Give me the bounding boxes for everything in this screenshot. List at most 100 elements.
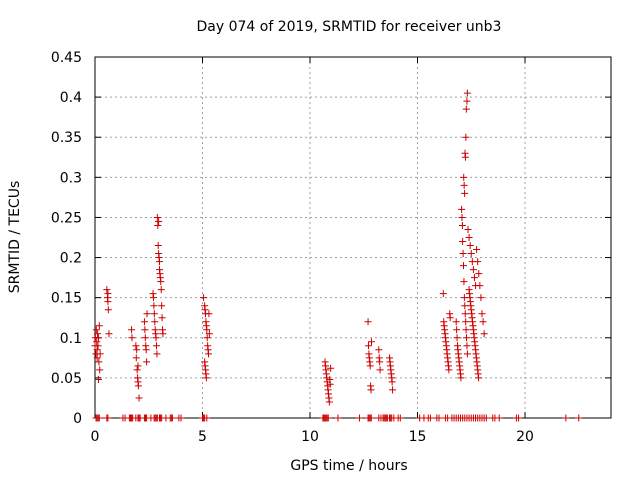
data-point (154, 242, 162, 250)
data-point (475, 270, 483, 278)
data-point (459, 250, 467, 258)
data-point (475, 374, 483, 382)
data-point (460, 278, 468, 286)
grid-lines (95, 57, 611, 418)
y-tick-label: 0.1 (60, 331, 82, 347)
data-point (470, 274, 478, 282)
data-point (132, 342, 140, 350)
y-tick-label: 0.35 (51, 130, 82, 146)
data-point (461, 189, 469, 197)
data-point (94, 375, 102, 383)
data-point (156, 258, 163, 266)
data-point (95, 358, 103, 366)
data-point (462, 105, 470, 113)
data-point (128, 334, 136, 342)
data-point (325, 398, 333, 406)
data-point (149, 294, 157, 302)
data-point (134, 382, 142, 390)
x-tick-label: 10 (301, 429, 319, 445)
data-point (479, 318, 487, 326)
data-point (460, 173, 468, 181)
data-point (93, 354, 101, 362)
data-point (326, 380, 334, 388)
data-point (143, 310, 151, 318)
data-point (439, 290, 447, 298)
x-tick-label: 0 (91, 429, 100, 445)
data-point-zero (495, 414, 503, 422)
data-point (480, 330, 488, 338)
data-point-zero (334, 414, 342, 422)
data-point (453, 334, 461, 342)
data-point (463, 97, 471, 105)
y-tick-label: 0.15 (51, 291, 82, 307)
data-point (460, 262, 468, 270)
data-point (154, 221, 162, 229)
data-point (327, 364, 335, 372)
data-point (93, 346, 101, 354)
data-point (465, 234, 473, 241)
data-point (94, 334, 102, 342)
data-points (91, 89, 488, 406)
data-point-zero (515, 414, 523, 422)
data-point (364, 318, 372, 326)
data-point-zero (177, 414, 185, 422)
data-point (205, 350, 213, 358)
zero-data-points (92, 414, 583, 422)
data-point (103, 286, 111, 294)
y-tick-label: 0.4 (60, 90, 82, 106)
data-point (140, 318, 148, 326)
data-point-zero (562, 414, 570, 422)
chart-title: Day 074 of 2019, SRMTID for receiver unb… (197, 19, 502, 35)
data-point (366, 362, 374, 370)
data-point-zero (355, 414, 363, 422)
data-point (142, 346, 150, 354)
data-point (458, 213, 466, 221)
y-tick-label: 0.05 (51, 371, 82, 387)
data-point (463, 89, 471, 97)
data-point (445, 366, 453, 374)
data-point-zero (396, 414, 404, 422)
x-tick-label: 5 (198, 429, 207, 445)
data-point (457, 374, 465, 382)
data-point-zero (168, 414, 176, 422)
data-point (150, 302, 158, 310)
data-point (463, 334, 471, 342)
data-point (141, 326, 149, 334)
data-point (143, 358, 151, 366)
data-point (460, 181, 468, 189)
data-point (375, 346, 383, 354)
data-point (446, 314, 454, 322)
data-point (461, 302, 469, 310)
x-tick-label: 20 (516, 429, 534, 445)
data-point (156, 266, 163, 274)
data-point (473, 246, 481, 254)
y-tick-label: 0.45 (51, 50, 82, 66)
data-point (453, 326, 461, 334)
data-point (200, 294, 208, 302)
data-point (463, 342, 471, 350)
data-point (469, 266, 477, 274)
data-point (152, 334, 160, 342)
data-point (151, 318, 159, 326)
y-tick-label: 0.25 (51, 210, 82, 226)
data-point-zero (203, 414, 211, 422)
data-point-zero (367, 414, 375, 422)
data-point (205, 310, 213, 318)
data-point (389, 386, 397, 394)
data-point (478, 310, 486, 318)
data-point (94, 342, 102, 350)
data-point-zero (575, 414, 583, 422)
data-point (133, 366, 141, 374)
data-point (152, 342, 160, 350)
data-point (134, 362, 142, 370)
data-point-zero (435, 414, 443, 422)
data-point (105, 330, 113, 338)
data-point (461, 310, 469, 318)
x-axis-label: GPS time / hours (290, 458, 407, 474)
data-point-zero (482, 414, 490, 422)
data-point (376, 358, 384, 366)
data-point (92, 326, 100, 334)
data-point (158, 302, 166, 310)
data-point (364, 342, 372, 350)
